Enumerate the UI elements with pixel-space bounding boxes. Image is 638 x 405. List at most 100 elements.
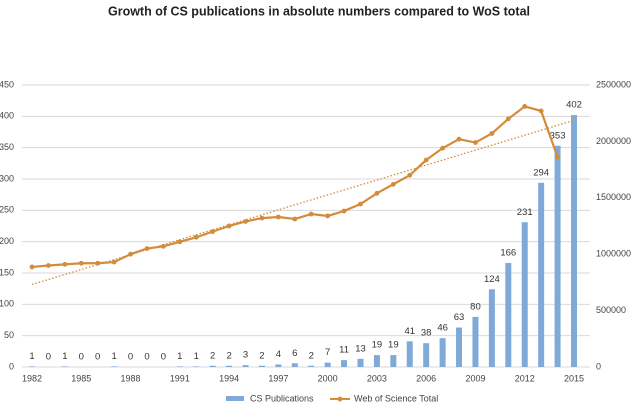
y2-tick-label: 500000 — [596, 305, 626, 315]
line-point — [193, 234, 199, 240]
x-tick-label: 1988 — [121, 373, 141, 383]
line-point — [473, 140, 478, 145]
data-label: 124 — [484, 274, 500, 285]
line-point — [243, 219, 248, 224]
legend-label: Web of Science Total — [354, 393, 438, 403]
data-label: 80 — [470, 301, 481, 312]
legend-swatch — [226, 396, 244, 401]
bar — [505, 262, 512, 367]
bar — [341, 360, 348, 367]
y-tick-label: 450 — [0, 79, 14, 89]
y-tick-label: 200 — [0, 236, 14, 246]
x-tick-label: 1982 — [22, 373, 42, 383]
bar — [226, 365, 233, 367]
bar — [29, 366, 35, 367]
data-label: 294 — [533, 167, 549, 178]
line-point — [46, 263, 51, 268]
data-label: 1 — [194, 351, 199, 362]
y-tick-label: 50 — [4, 330, 14, 340]
x-tick-label: 2000 — [318, 373, 338, 383]
bar — [406, 341, 413, 367]
line-point — [95, 260, 101, 266]
data-label: 2 — [259, 350, 264, 361]
data-label: 402 — [566, 100, 582, 111]
line-point — [62, 261, 68, 267]
y2-tick-label: 1000000 — [596, 249, 631, 259]
data-label: 3 — [243, 350, 248, 361]
line-point — [177, 239, 183, 245]
y-tick-label: 150 — [0, 267, 14, 277]
line-point — [144, 246, 150, 251]
data-label: 11 — [339, 345, 349, 356]
line-point — [226, 223, 232, 229]
line-point — [210, 229, 216, 235]
line-point — [128, 251, 133, 257]
line-point — [522, 104, 528, 109]
data-label: 2 — [210, 350, 215, 361]
data-label: 7 — [325, 347, 330, 358]
line-point — [423, 157, 429, 163]
x-tick-label: 2006 — [416, 373, 436, 383]
line-point — [440, 145, 446, 151]
bar — [291, 363, 298, 367]
bar — [308, 365, 315, 367]
chart-title: Growth of CS publications in absolute nu… — [108, 4, 530, 18]
line-point — [259, 215, 265, 221]
y-tick-label: 100 — [0, 299, 14, 309]
data-label: 19 — [388, 340, 399, 351]
x-tick-label: 2012 — [515, 373, 535, 383]
data-label: 0 — [95, 352, 100, 363]
y2-tick-label: 2500000 — [596, 79, 631, 89]
y2-tick-label: 0 — [596, 361, 601, 371]
bar — [390, 355, 397, 367]
x-tick-label: 2009 — [465, 373, 485, 383]
x-tick-label: 1994 — [219, 373, 239, 383]
bar — [193, 366, 200, 367]
line-point — [489, 131, 495, 136]
bar — [456, 327, 463, 367]
line-point — [160, 243, 166, 249]
line-point — [390, 181, 396, 187]
line-point — [358, 201, 363, 207]
line-point — [505, 116, 511, 122]
legend-swatch — [337, 396, 343, 402]
data-label: 0 — [144, 352, 149, 363]
x-tick-label: 1997 — [268, 373, 288, 383]
data-label: 2 — [226, 350, 231, 361]
line-point — [325, 213, 331, 219]
legend-label: CS Publications — [250, 393, 314, 403]
data-label: 1 — [62, 351, 67, 362]
data-label: 0 — [161, 352, 166, 363]
bar — [521, 222, 528, 367]
data-label: 4 — [276, 349, 281, 360]
bar — [275, 364, 282, 367]
data-label: 1 — [177, 351, 182, 362]
line-point — [78, 260, 84, 266]
data-label: 6 — [292, 348, 297, 359]
line-point — [341, 208, 347, 214]
data-label: 0 — [46, 352, 51, 363]
y-tick-label: 400 — [0, 111, 14, 121]
y-tick-label: 350 — [0, 142, 14, 152]
data-label: 0 — [128, 352, 133, 363]
bar — [554, 145, 561, 367]
line-point — [292, 216, 298, 222]
bar — [357, 358, 364, 367]
bar — [209, 365, 216, 367]
data-label: 166 — [500, 247, 516, 258]
data-label: 1 — [29, 351, 34, 362]
bar — [111, 366, 118, 367]
bar — [61, 366, 68, 367]
bar — [373, 355, 380, 367]
line-point — [111, 259, 117, 265]
bar — [571, 115, 577, 367]
y-tick-label: 250 — [0, 205, 14, 215]
line-point — [538, 108, 544, 114]
bar — [423, 343, 430, 367]
bar — [472, 316, 479, 367]
bar — [324, 362, 331, 367]
x-tick-label: 1991 — [170, 373, 190, 383]
data-label: 19 — [372, 340, 383, 351]
y2-tick-label: 2000000 — [596, 136, 631, 146]
